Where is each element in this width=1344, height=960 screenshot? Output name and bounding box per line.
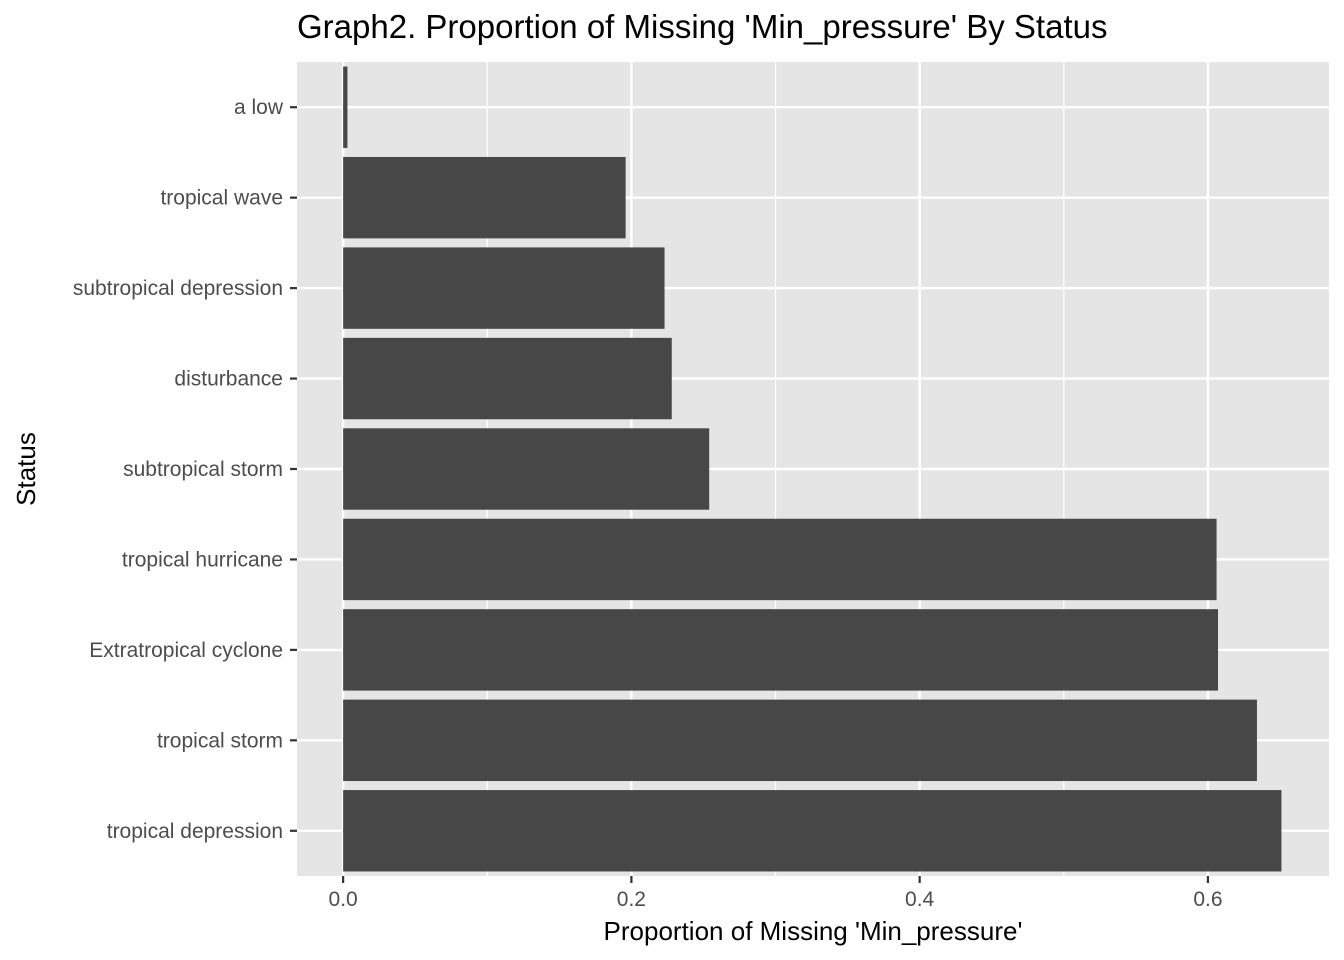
x-axis: 0.0 0.2 0.4 0.6 xyxy=(329,876,1223,911)
y-axis-title: Status xyxy=(11,432,41,506)
y-tick-label: Extratropical cyclone xyxy=(89,639,283,662)
y-tick-label: tropical wave xyxy=(160,187,283,210)
y-tick-label: subtropical depression xyxy=(73,277,283,300)
x-axis-title: Proportion of Missing 'Min_pressure' xyxy=(604,916,1023,946)
y-tick-label: a low xyxy=(234,96,284,119)
y-tick-label: tropical depression xyxy=(107,820,283,843)
bar-tropical-hurricane xyxy=(343,518,1217,601)
x-tick-label: 0.0 xyxy=(329,888,358,911)
bar-subtropical-depression xyxy=(343,247,665,329)
y-tick-label: disturbance xyxy=(174,368,283,391)
x-tick-label: 0.6 xyxy=(1193,888,1222,911)
bar-tropical-depression xyxy=(343,790,1282,872)
y-tick-label: subtropical storm xyxy=(123,458,283,481)
bars xyxy=(343,66,1282,872)
x-tick-label: 0.2 xyxy=(617,888,646,911)
bar-tropical-wave xyxy=(343,156,626,239)
y-axis: a low tropical wave subtropical depression… xyxy=(73,96,297,843)
y-tick-label: tropical storm xyxy=(157,729,283,752)
x-tick-label: 0.4 xyxy=(905,888,935,911)
bar-disturbance xyxy=(343,337,672,420)
bar-extratropical-cyclone xyxy=(343,609,1219,691)
chart-title: Graph2. Proportion of Missing 'Min_press… xyxy=(297,8,1108,45)
y-tick-label: tropical hurricane xyxy=(122,548,283,571)
bar-tropical-storm xyxy=(343,699,1257,782)
bar-subtropical-storm xyxy=(343,428,710,510)
bar-a-low xyxy=(343,66,348,148)
